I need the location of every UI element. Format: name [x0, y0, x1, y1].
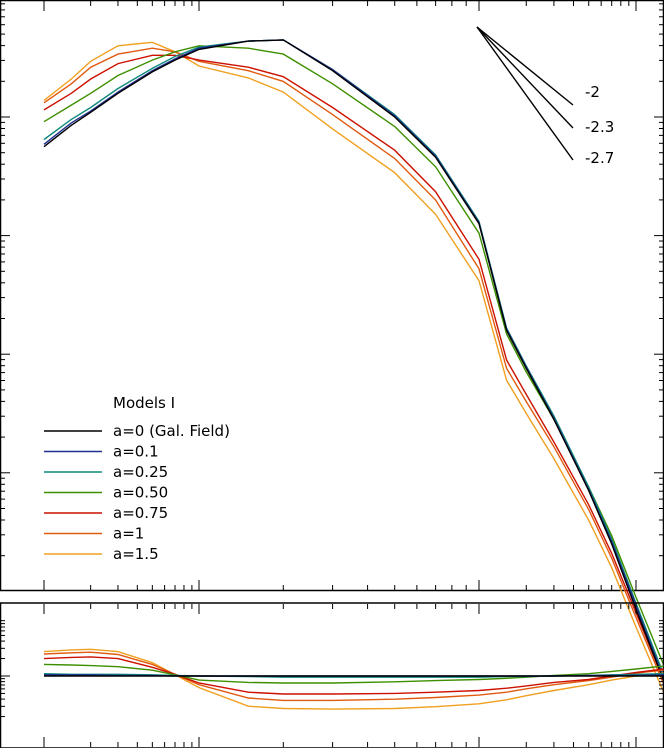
ratio-series-line-1 [43, 648, 664, 710]
legend: Models I a=0 (Gal. Field) a=0.1 a=0.25 a=0.… [44, 394, 230, 563]
main-plot-frame [0, 0, 664, 592]
main-series-line-6 [43, 39, 664, 679]
slope-label-3: -2.7 [585, 149, 614, 167]
slope-label-1: -2 [585, 83, 600, 101]
ratio-series-line-3 [43, 656, 664, 695]
main-series-line-1 [43, 41, 664, 693]
legend-title: Models I [113, 394, 175, 412]
legend-label-5: a=0.75 [113, 504, 168, 522]
ratio-series-line-4 [43, 663, 664, 684]
slope-line-3 [476, 26, 574, 161]
main-series-line-2 [43, 47, 664, 685]
main-series-line-4 [43, 45, 664, 666]
ratio-series-line-2 [43, 651, 664, 702]
main-panel: -2 -2.3 -2.7 Models I a=0 (Gal. Field) a=0.… [0, 0, 664, 693]
legend-label-6: a=1 [113, 525, 144, 543]
main-series-line-7 [43, 39, 664, 681]
main-series-lines [43, 39, 664, 693]
legend-label-1: a=0 (Gal. Field) [113, 422, 230, 440]
main-series-line-5 [43, 39, 664, 675]
main-tick-marks [0, 1, 664, 590]
legend-label-7: a=1.5 [113, 545, 159, 563]
legend-label-2: a=0.1 [113, 443, 159, 461]
ratio-panel [0, 602, 664, 748]
ratio-series-lines [43, 648, 664, 710]
legend-label-3: a=0.25 [113, 463, 168, 481]
legend-label-4: a=0.50 [113, 484, 168, 502]
slope-label-2: -2.3 [585, 118, 614, 136]
slope-line-2 [476, 26, 574, 129]
main-series-line-3 [43, 54, 664, 681]
slope-line-1 [476, 26, 574, 106]
slope-indicator: -2 -2.3 -2.7 [476, 26, 614, 167]
